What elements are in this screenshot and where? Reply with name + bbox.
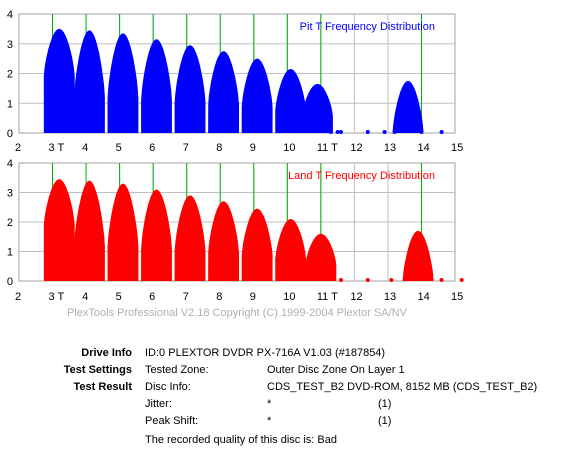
disc-info-value: CDS_TEST_B2 DVD-ROM, 8152 MB (CDS_TEST_B…	[267, 381, 538, 393]
land-x-tick-label: 5	[116, 291, 122, 303]
land-outlier-dot	[389, 278, 394, 282]
jitter-note: (1)	[378, 398, 392, 410]
drive-info-label: Drive Info	[81, 347, 132, 359]
pit-distribution-bump	[392, 80, 424, 133]
pit-outlier-dot	[365, 130, 370, 134]
pit-outlier-dot	[392, 130, 397, 134]
quality-result-text: The recorded quality of this disc is: Ba…	[145, 434, 337, 446]
pit-outlier-dot	[419, 130, 424, 134]
pit-outlier-dot	[328, 130, 333, 134]
pit-x-tick-label: 7	[183, 142, 189, 154]
test-settings-label: Test Settings	[63, 364, 132, 376]
land-y-tick-label: 3	[7, 188, 13, 200]
land-distribution-bump	[208, 201, 240, 281]
land-chart-title: Land T Frequency Distribution	[288, 170, 435, 182]
pit-y-tick-label: 1	[7, 98, 13, 110]
land-distribution-bump	[402, 230, 434, 281]
pit-distribution-bump	[74, 30, 105, 133]
disc-info-key: Disc Info:	[145, 381, 191, 393]
pit-x-tick-label: 13	[384, 142, 396, 154]
jitter-key: Jitter:	[145, 398, 172, 410]
land-distribution-bump	[74, 180, 105, 281]
land-distribution-bump	[141, 189, 172, 281]
pit-distribution-bump	[174, 45, 206, 134]
land-x-tick-label: 2	[15, 291, 21, 303]
drive-info-value: ID:0 PLEXTOR DVDR PX-716A V1.03 (#187854…	[145, 347, 386, 359]
land-distribution-bump	[107, 183, 139, 281]
pit-x-tick-label: 8	[216, 142, 222, 154]
pit-outlier-dot	[338, 130, 343, 134]
pit-distribution-bump	[275, 69, 307, 133]
pit-y-tick-label: 4	[7, 9, 13, 21]
land-x-tick-label: 12	[350, 291, 362, 303]
pit-y-tick-label: 2	[7, 69, 13, 81]
land-outlier-dot	[459, 278, 464, 282]
land-x-tick-label: 13	[384, 291, 396, 303]
pit-distribution-bump	[107, 33, 139, 133]
land-x-tick-label: 7	[183, 291, 189, 303]
footer-note: PlexTools Professional V2.18 Copyright (…	[67, 307, 408, 319]
land-y-tick-label: 1	[7, 247, 13, 259]
land-distribution-bump	[43, 179, 75, 281]
peak-shift-key: Peak Shift:	[145, 415, 199, 427]
pit-distribution-bump	[43, 28, 75, 133]
pit-x-tick-label: 5	[116, 142, 122, 154]
land-y-tick-label: 0	[7, 276, 13, 288]
land-distribution-bump	[305, 233, 337, 281]
pit-y-tick-label: 3	[7, 39, 13, 51]
land-x-tick-label: 14	[417, 291, 429, 303]
pit-x-tick-label: 9	[250, 142, 256, 154]
pit-x-tick-label: 12	[350, 142, 362, 154]
pit-outlier-dot	[439, 130, 444, 134]
test-result-label: Test Result	[73, 381, 132, 393]
pit-outlier-dot	[382, 130, 387, 134]
land-outlier-dot	[365, 278, 370, 282]
land-outlier-dot	[338, 278, 343, 282]
tested-zone-key: Tested Zone:	[145, 364, 209, 376]
land-x-tick-label: 15	[451, 291, 463, 303]
land-x-tick-label: 9	[250, 291, 256, 303]
pit-distribution-bump	[241, 58, 273, 133]
peak-shift-value: *	[267, 415, 272, 427]
tested-zone-value: Outer Disc Zone On Layer 1	[267, 364, 405, 376]
pit-x-tick-label: 11 T	[317, 142, 338, 154]
pit-y-tick-label: 0	[7, 128, 13, 140]
pit-x-tick-label: 15	[451, 142, 463, 154]
peak-shift-note: (1)	[378, 415, 392, 427]
land-y-tick-label: 2	[7, 217, 13, 229]
pit-outlier-dot	[335, 130, 340, 134]
land-distribution-bump	[275, 219, 307, 281]
pit-distribution-bump	[208, 51, 240, 134]
pit-x-tick-label: 14	[417, 142, 429, 154]
land-distribution-bump	[174, 195, 206, 281]
land-x-tick-label: 8	[216, 291, 222, 303]
pit-distribution-bump	[302, 83, 333, 133]
land-x-tick-label: 6	[149, 291, 155, 303]
pit-x-tick-label: 3 T	[49, 142, 65, 154]
land-x-tick-label: 10	[283, 291, 295, 303]
pit-distribution-bump	[141, 39, 172, 133]
land-x-tick-label: 11 T	[317, 291, 338, 303]
jitter-value: *	[267, 398, 272, 410]
land-distribution-bump	[241, 208, 273, 281]
land-y-tick-label: 4	[7, 158, 13, 170]
land-outlier-dot	[439, 278, 444, 282]
pit-x-tick-label: 10	[283, 142, 295, 154]
land-x-tick-label: 3 T	[49, 291, 65, 303]
land-x-tick-label: 4	[82, 291, 88, 303]
pit-x-tick-label: 2	[15, 142, 21, 154]
pit-x-tick-label: 6	[149, 142, 155, 154]
pit-x-tick-label: 4	[82, 142, 88, 154]
pit-chart-title: Pit T Frequency Distribution	[300, 21, 435, 33]
